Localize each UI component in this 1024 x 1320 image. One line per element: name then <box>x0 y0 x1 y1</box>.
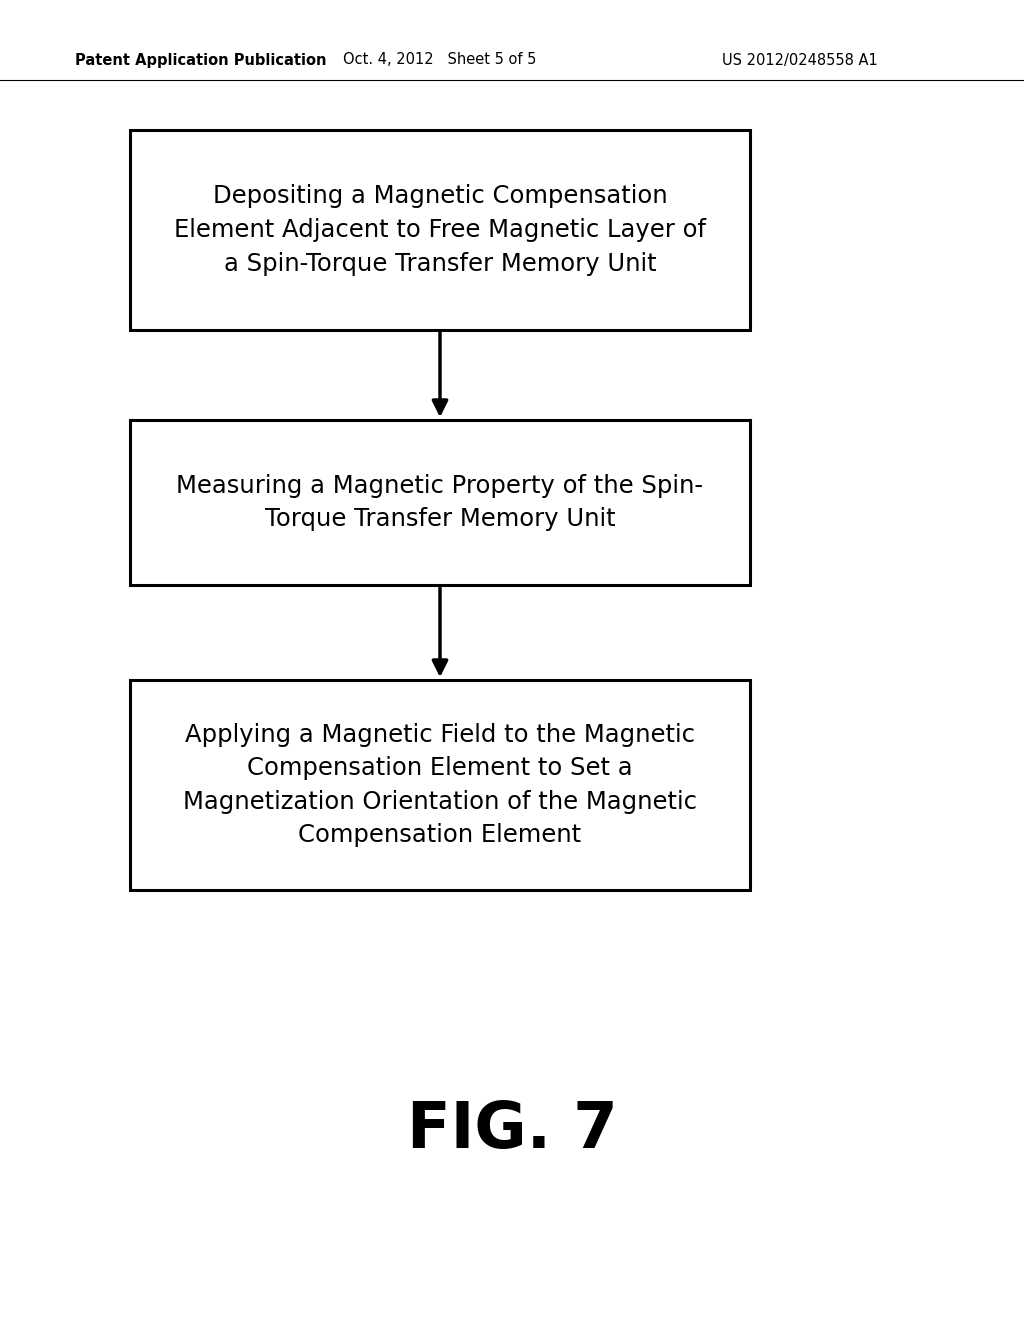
Text: Patent Application Publication: Patent Application Publication <box>75 53 327 67</box>
Bar <box>130 680 750 890</box>
Bar <box>130 420 750 585</box>
Text: Applying a Magnetic Field to the Magnetic
Compensation Element to Set a
Magnetiz: Applying a Magnetic Field to the Magneti… <box>183 723 697 847</box>
Text: US 2012/0248558 A1: US 2012/0248558 A1 <box>722 53 878 67</box>
Text: Measuring a Magnetic Property of the Spin-
Torque Transfer Memory Unit: Measuring a Magnetic Property of the Spi… <box>176 474 703 531</box>
Text: FIG. 7: FIG. 7 <box>407 1100 617 1162</box>
Text: Oct. 4, 2012   Sheet 5 of 5: Oct. 4, 2012 Sheet 5 of 5 <box>343 53 537 67</box>
Bar <box>130 129 750 330</box>
Text: Depositing a Magnetic Compensation
Element Adjacent to Free Magnetic Layer of
a : Depositing a Magnetic Compensation Eleme… <box>174 185 706 276</box>
